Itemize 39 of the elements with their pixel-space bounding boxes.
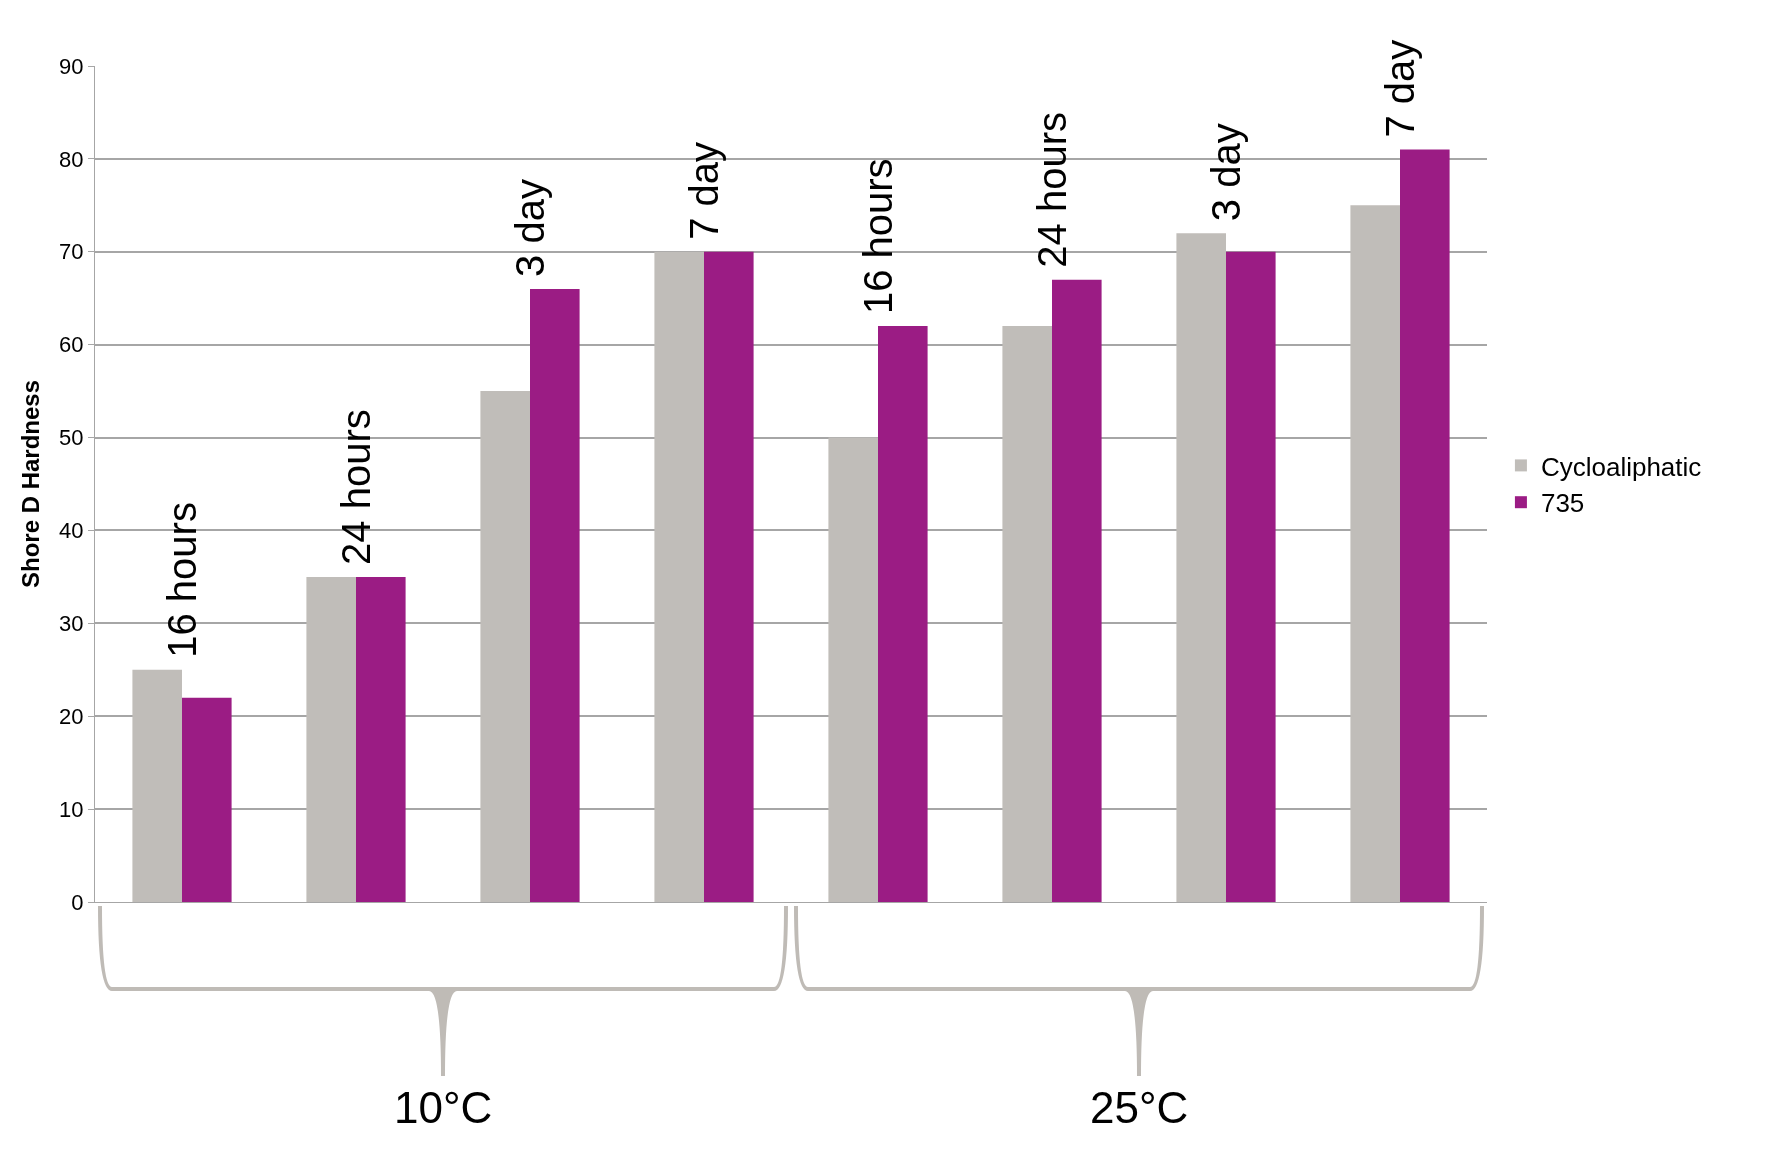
legend-label: 735 — [1540, 488, 1585, 519]
bar — [878, 326, 928, 902]
bar — [1002, 326, 1052, 902]
text: 10°C — [394, 1083, 493, 1132]
bar — [1400, 149, 1450, 902]
legend-label: Cycloaliphatic — [1540, 451, 1702, 482]
bar — [704, 251, 754, 902]
bar — [182, 697, 232, 902]
bar — [1176, 233, 1226, 902]
bar — [480, 391, 530, 902]
y-tick-label: 70 — [59, 239, 84, 265]
x-tick-label: 7 day — [1378, 39, 1423, 138]
bar — [1226, 251, 1276, 902]
bar — [828, 437, 878, 902]
bar — [306, 576, 356, 902]
y-tick-label: 80 — [59, 146, 84, 172]
bar — [1350, 205, 1400, 902]
x-tick-label: 16 hours — [160, 502, 205, 658]
x-tick-label: 24 hours — [334, 409, 379, 565]
bar — [1052, 279, 1102, 902]
bar — [530, 288, 580, 902]
y-axis-title: Shore D Hardness — [17, 379, 45, 589]
y-tick-label: 40 — [59, 518, 84, 544]
x-tick-label: 24 hours — [1030, 111, 1075, 268]
bar — [654, 251, 704, 902]
bar — [356, 576, 406, 902]
x-tick-label: 3 day — [1203, 123, 1248, 222]
y-tick-label: 30 — [59, 611, 84, 637]
x-tick-label: 3 day — [508, 179, 553, 277]
y-tick-label: 20 — [59, 703, 84, 729]
y-tick-label: 50 — [59, 425, 84, 451]
bar — [132, 669, 182, 902]
y-tick-label: 60 — [59, 332, 84, 358]
text: 25°C — [1090, 1083, 1189, 1132]
x-tick-label: 7 day — [682, 141, 727, 240]
y-tick-label: 90 — [59, 53, 84, 79]
y-tick-label: 10 — [59, 796, 84, 822]
y-tick-label: 0 — [71, 889, 84, 915]
x-tick-label: 16 hours — [855, 158, 900, 315]
